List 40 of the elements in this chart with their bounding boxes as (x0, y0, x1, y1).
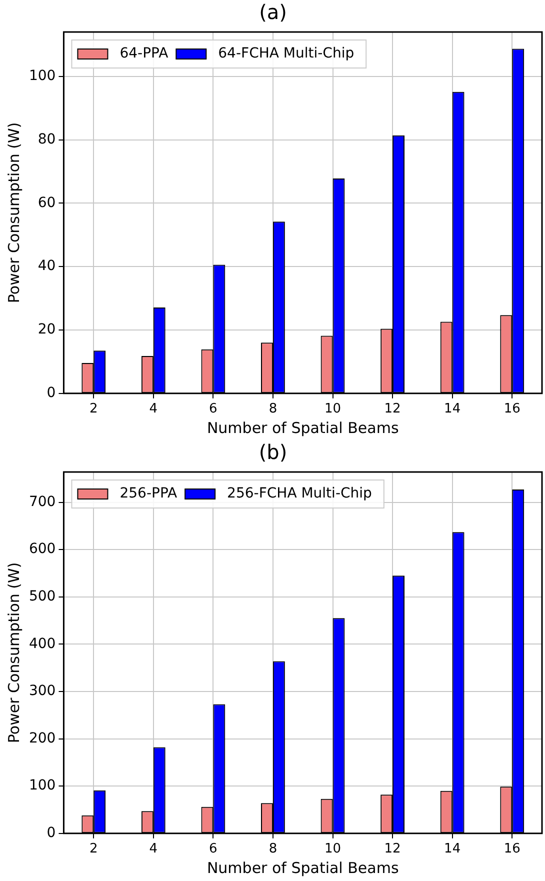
x-tick-label: 10 (324, 842, 342, 857)
y-tick-label: 400 (28, 636, 56, 652)
y-axis-title: Power Consumption (W) (4, 562, 23, 744)
y-tick-label: 700 (28, 494, 56, 510)
x-tick-label: 6 (209, 402, 218, 417)
y-tick-label: 500 (28, 588, 56, 605)
y-tick-label: 80 (38, 131, 56, 148)
y-tick-label: 200 (28, 730, 56, 746)
x-tick-label: 16 (504, 842, 520, 857)
x-tick-label: 2 (89, 842, 98, 857)
y-tick-label: 300 (28, 683, 56, 700)
y-tick-label: 100 (28, 778, 56, 794)
x-tick-label: 2 (89, 402, 98, 417)
y-tick-label: 100 (28, 68, 56, 84)
x-tick-label: 12 (384, 842, 401, 857)
x-tick-label: 14 (444, 402, 461, 417)
legend-label: 64-PPA (120, 46, 169, 62)
y-tick-label: 600 (28, 541, 56, 558)
x-tick-label: 10 (324, 402, 342, 417)
x-tick-label: 4 (149, 842, 158, 857)
legend-label: 256-FCHA Multi-Chip (227, 486, 372, 502)
x-tick-label: 4 (149, 402, 158, 417)
x-tick-label: 12 (384, 402, 401, 417)
y-tick-label: 40 (38, 258, 56, 274)
x-tick-label: 14 (444, 842, 461, 857)
legend-label: 64-FCHA Multi-Chip (218, 46, 354, 62)
x-tick-label: 8 (268, 402, 278, 417)
x-axis-title: Number of Spatial Beams (206, 858, 399, 877)
y-tick-label: 0 (46, 385, 56, 402)
y-tick-label: 20 (38, 322, 56, 338)
x-tick-label: 16 (504, 402, 520, 417)
chart-title: (a) (259, 0, 287, 24)
x-axis-title: Number of Spatial Beams (206, 418, 399, 437)
legend-label: 256-PPA (120, 486, 178, 502)
y-axis-title: Power Consumption (W) (4, 122, 23, 304)
y-tick-label: 60 (38, 194, 56, 211)
x-tick-label: 6 (209, 842, 218, 857)
x-tick-label: 8 (268, 842, 278, 857)
chart-title: (b) (258, 440, 288, 464)
y-tick-label: 0 (46, 825, 56, 842)
